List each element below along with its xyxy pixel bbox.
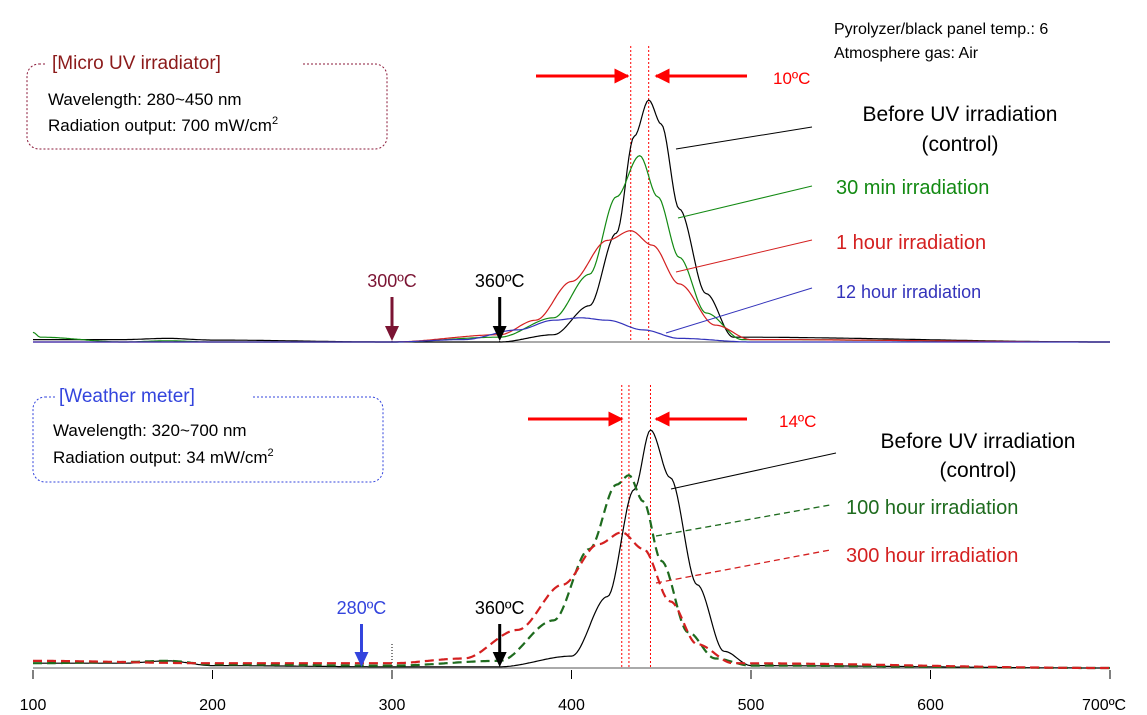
top-label-1hour: 1 hour irradiation xyxy=(836,232,986,254)
x-tick-label-0: 100 xyxy=(20,697,47,714)
top-label-control: Before UV irradiation xyxy=(863,103,1058,126)
bottom-label-300hour: 300 hour irradiation xyxy=(846,545,1018,567)
top-shift-label: 10ºC xyxy=(773,69,810,88)
top-panel: [Micro UV irradiator] Wavelength: 280~45… xyxy=(26,46,1110,343)
top-series-0 xyxy=(33,99,1110,343)
x-tick-label-3: 400 xyxy=(558,697,585,714)
x-tick-label-1: 200 xyxy=(199,697,226,714)
top-marker-label-1: 360ºC xyxy=(475,271,525,291)
top-label-12hour: 12 hour irradiation xyxy=(836,282,981,302)
bottom-marker-head-0 xyxy=(354,652,369,667)
bottom-series-0 xyxy=(33,429,1110,669)
top-box-line-1: Wavelength: 280~450 nm xyxy=(48,90,242,109)
header-line-2: Atmosphere gas: Air xyxy=(834,45,979,62)
svg-text:Radiation output: 34 mW/cm2: Radiation output: 34 mW/cm2 xyxy=(53,447,274,467)
bottom-series-1 xyxy=(33,474,1110,670)
bottom-box-line-2: Radiation output: 34 mW/cm xyxy=(53,448,267,467)
bottom-panel: [Weather meter] Wavelength: 320~700 nm R… xyxy=(32,383,1110,670)
top-box-line-2: Radiation output: 700 mW/cm xyxy=(48,116,272,135)
top-marker-label-0: 300ºC xyxy=(367,271,417,291)
bottom-box-line-2-sup: 2 xyxy=(267,447,273,459)
bottom-label-control-sub: (control) xyxy=(939,459,1016,482)
top-marker-head-0 xyxy=(385,326,399,341)
bottom-box-title: [Weather meter] xyxy=(59,386,195,407)
top-label-control-sub: (control) xyxy=(921,133,998,156)
bottom-marker-label-0: 280ºC xyxy=(337,598,387,618)
bottom-marker-label-1: 360ºC xyxy=(475,598,525,618)
x-tick-label-4: 500 xyxy=(738,697,765,714)
x-tick-label-6: 700ºC xyxy=(1082,697,1126,714)
bottom-label-control: Before UV irradiation xyxy=(881,430,1076,453)
top-box-line-2-sup: 2 xyxy=(272,115,278,127)
x-tick-label-5: 600 xyxy=(917,697,944,714)
header-line-1: Pyrolyzer/black panel temp.: 6 xyxy=(834,21,1048,38)
bottom-label-100hour: 100 hour irradiation xyxy=(846,497,1018,519)
top-marker-head-1 xyxy=(492,326,507,341)
bottom-box-line-1: Wavelength: 320~700 nm xyxy=(53,421,247,440)
top-label-30min: 30 min irradiation xyxy=(836,177,989,199)
top-series-3 xyxy=(33,317,1110,343)
bottom-marker-head-1 xyxy=(492,652,507,667)
top-box-title: [Micro UV irradiator] xyxy=(52,53,221,74)
x-tick-label-2: 300 xyxy=(379,697,406,714)
bottom-shift-label: 14ºC xyxy=(779,412,816,431)
svg-text:Radiation output: 700 mW/cm2: Radiation output: 700 mW/cm2 xyxy=(48,115,278,135)
x-axis: 100 200 300 400 500 600 700ºC xyxy=(20,670,1126,714)
